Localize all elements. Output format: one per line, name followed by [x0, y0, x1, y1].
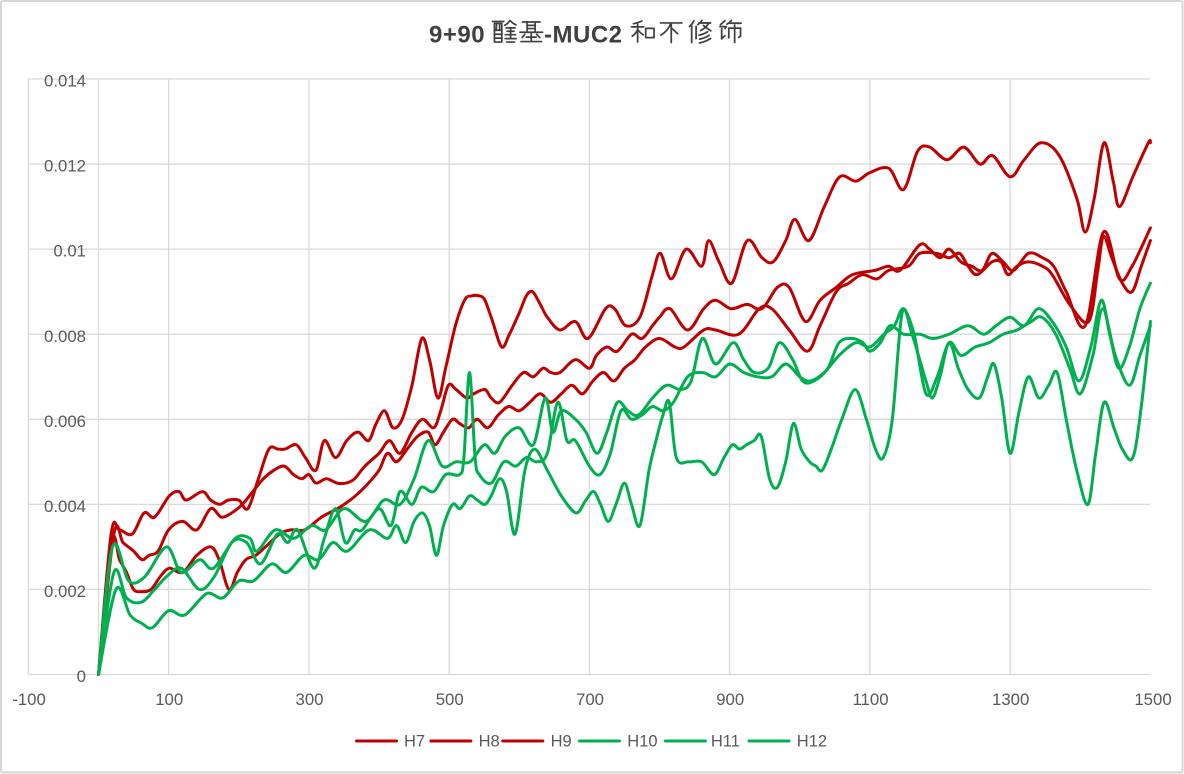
svg-text:0.012: 0.012 [44, 157, 86, 176]
svg-text:1300: 1300 [992, 690, 1029, 709]
svg-text:0.004: 0.004 [44, 497, 86, 516]
svg-text:-MUC2: -MUC2 [544, 22, 623, 49]
svg-text:0.002: 0.002 [44, 582, 86, 601]
svg-text:1500: 1500 [1134, 690, 1171, 709]
svg-text:H8: H8 [479, 733, 500, 751]
svg-text:0: 0 [77, 667, 86, 686]
svg-text:H7: H7 [404, 733, 425, 751]
svg-text:H10: H10 [627, 733, 657, 751]
svg-text:1100: 1100 [852, 690, 888, 709]
svg-text:0.008: 0.008 [44, 327, 86, 346]
svg-text:0.014: 0.014 [44, 72, 86, 91]
svg-text:H12: H12 [797, 733, 827, 751]
svg-text:100: 100 [155, 690, 183, 709]
svg-text:300: 300 [296, 690, 324, 709]
svg-text:-100: -100 [12, 690, 46, 709]
svg-text:H9: H9 [551, 733, 572, 751]
svg-text:700: 700 [576, 690, 604, 709]
svg-text:H11: H11 [711, 733, 740, 751]
svg-text:0.01: 0.01 [53, 242, 86, 261]
svg-text:0.006: 0.006 [44, 412, 86, 431]
svg-text:9+90: 9+90 [429, 22, 485, 49]
svg-text:500: 500 [436, 690, 464, 709]
svg-text:900: 900 [716, 690, 744, 709]
